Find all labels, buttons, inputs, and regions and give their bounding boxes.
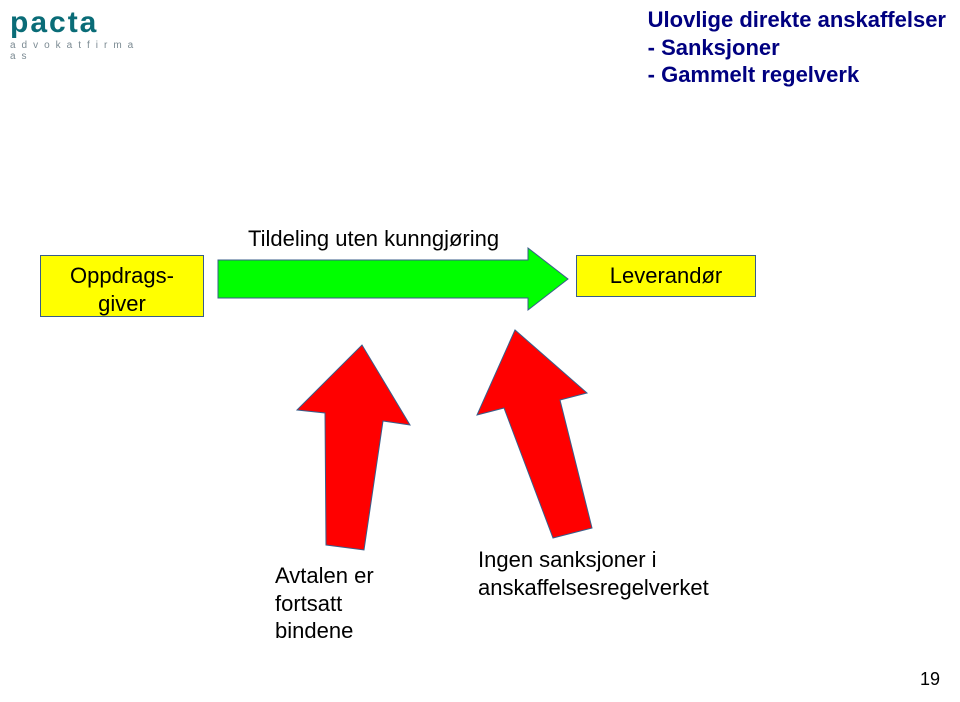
- label-avtalen-l2: fortsatt: [275, 590, 374, 618]
- red-arrow-right: [477, 330, 592, 538]
- label-avtalen: Avtalen er fortsatt bindene: [275, 562, 374, 645]
- label-tildeling: Tildeling uten kunngjøring: [248, 225, 499, 253]
- title-line-1: Ulovlige direkte anskaffelser: [648, 6, 946, 34]
- title-line-3: - Gammelt regelverk: [648, 61, 946, 89]
- node-oppdragsgiver-l2: giver: [51, 290, 193, 318]
- label-tildeling-text: Tildeling uten kunngjøring: [248, 226, 499, 251]
- node-oppdragsgiver: Oppdrags- giver: [40, 255, 204, 317]
- logo-brand: pacta: [10, 8, 170, 38]
- slide-title: Ulovlige direkte anskaffelser - Sanksjon…: [648, 6, 946, 89]
- label-ingen-l2: anskaffelsesregelverket: [478, 574, 709, 602]
- label-ingen-l1: Ingen sanksjoner i: [478, 546, 709, 574]
- label-ingen: Ingen sanksjoner i anskaffelsesregelverk…: [478, 546, 709, 601]
- title-line-2: - Sanksjoner: [648, 34, 946, 62]
- logo: pacta advokatfirma as: [10, 8, 170, 62]
- page-number: 19: [920, 669, 940, 690]
- logo-subtitle: advokatfirma as: [10, 40, 170, 62]
- node-leverandor-label: Leverandør: [610, 263, 723, 288]
- label-avtalen-l1: Avtalen er: [275, 562, 374, 590]
- node-leverandor: Leverandør: [576, 255, 756, 297]
- node-oppdragsgiver-l1: Oppdrags-: [51, 262, 193, 290]
- green-arrow: [218, 248, 568, 310]
- red-arrow-left: [297, 345, 410, 550]
- label-avtalen-l3: bindene: [275, 617, 374, 645]
